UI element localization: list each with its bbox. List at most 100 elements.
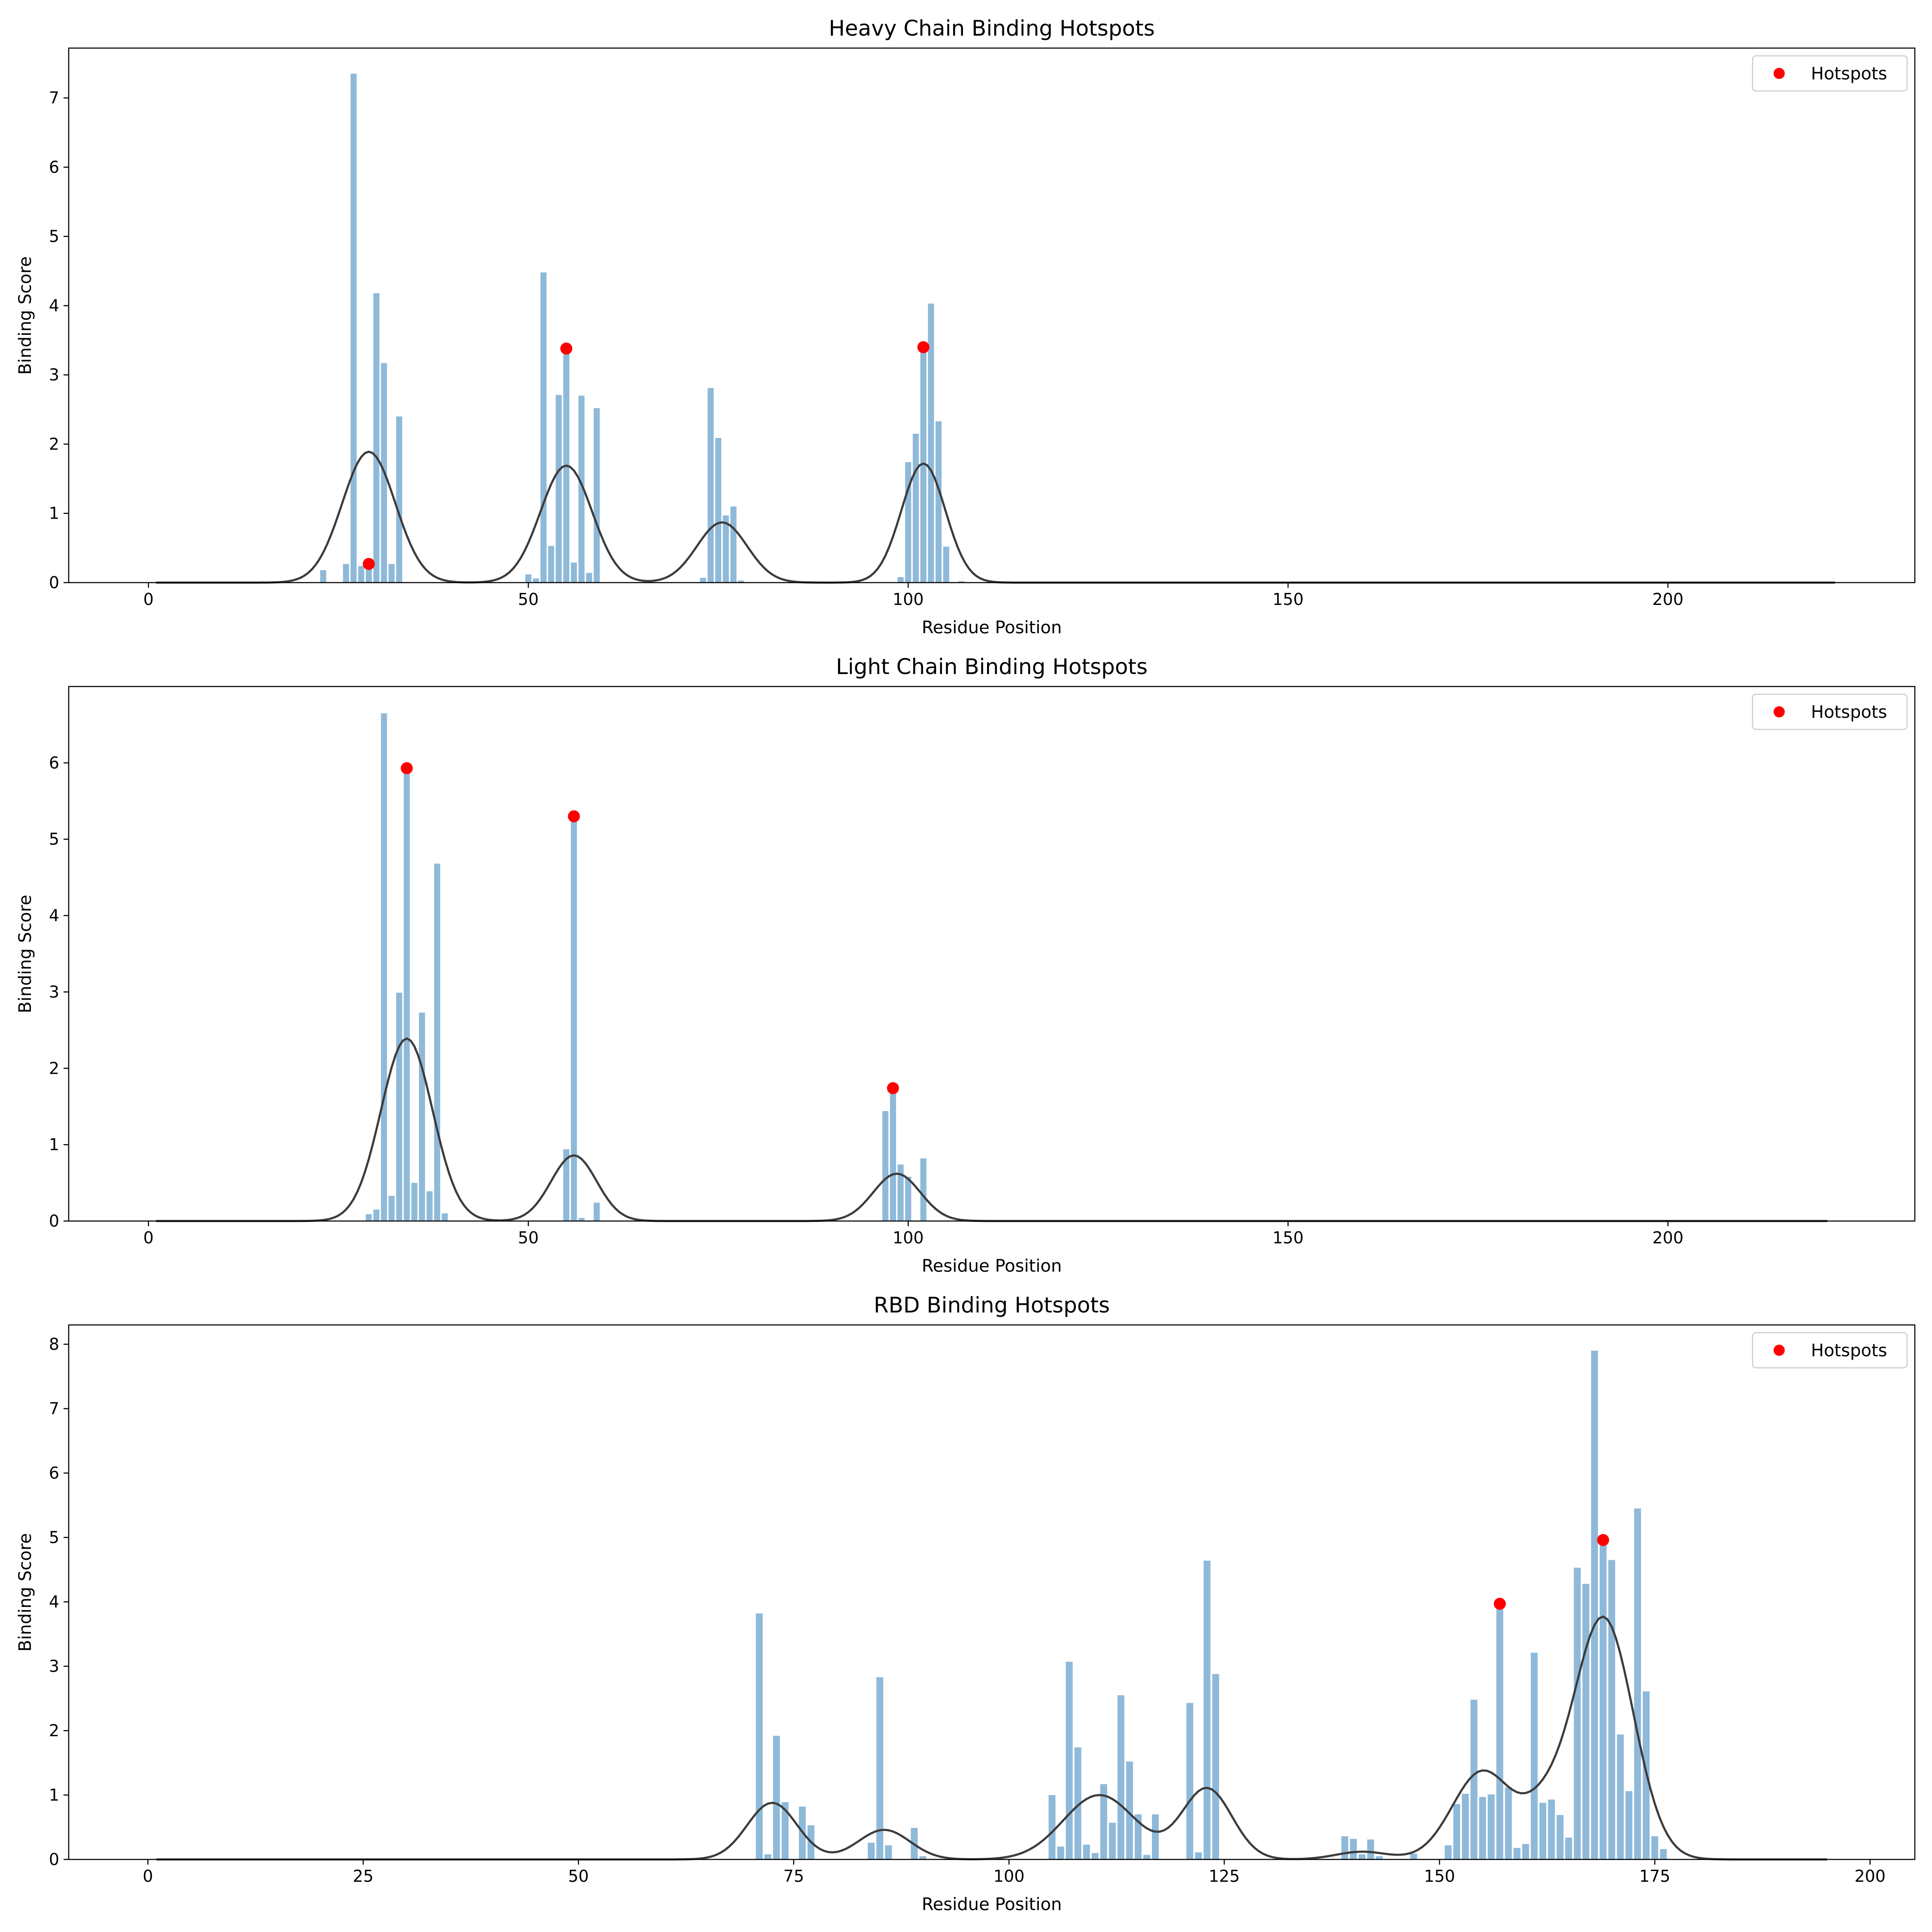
bar-series (320, 73, 965, 583)
bar (533, 578, 539, 583)
x-tick-label: 200 (1653, 590, 1684, 609)
bar (1100, 1784, 1107, 1859)
bar (571, 562, 577, 583)
y-tick-label: 1 (49, 1786, 59, 1804)
bar (882, 1111, 889, 1221)
bar (1152, 1814, 1159, 1859)
y-tick-label: 4 (49, 1592, 59, 1611)
bar (958, 581, 965, 583)
hotspot-series (1494, 1534, 1609, 1610)
y-tick-label: 6 (49, 1464, 59, 1482)
bar (388, 564, 395, 583)
panel-title: Heavy Chain Binding Hotspots (829, 16, 1154, 41)
x-tick-label: 100 (893, 590, 924, 609)
bar (1376, 1856, 1383, 1859)
bar (593, 408, 600, 583)
legend: Hotspots (1752, 1332, 1908, 1369)
hotspot-point (401, 762, 413, 775)
bar (373, 293, 380, 583)
bar (586, 573, 592, 583)
hotspot-series (401, 762, 899, 1094)
x-tick-label: 75 (784, 1867, 804, 1886)
y-tick-label: 2 (49, 1059, 59, 1078)
x-axis-label: Residue Position (922, 618, 1062, 638)
y-tick-label: 1 (49, 504, 59, 523)
y-tick-label: 5 (49, 830, 59, 849)
x-tick-label: 100 (893, 1228, 924, 1247)
legend-marker (1774, 1345, 1785, 1356)
bar (350, 73, 357, 583)
y-tick-label: 3 (49, 1657, 59, 1676)
bar (525, 574, 532, 583)
y-axis-label: Binding Score (15, 256, 35, 375)
y-tick-label: 2 (49, 434, 59, 453)
bar (358, 566, 365, 583)
bar (1565, 1838, 1572, 1859)
panel-title: RBD Binding Hotspots (874, 1293, 1110, 1318)
x-tick-label: 0 (143, 1867, 153, 1886)
bar (781, 1802, 789, 1859)
y-tick-label: 2 (49, 1721, 59, 1740)
y-tick-label: 7 (49, 88, 59, 107)
x-tick-label: 150 (1273, 590, 1304, 609)
bar (578, 395, 585, 583)
hotspot-point (362, 558, 375, 570)
bar (578, 1218, 585, 1221)
bar (764, 1854, 772, 1859)
bar (1556, 1815, 1564, 1859)
bar (1057, 1847, 1064, 1859)
x-tick-label: 125 (1209, 1867, 1240, 1886)
y-tick-label: 6 (49, 158, 59, 176)
bar (1634, 1508, 1641, 1859)
bar (365, 1214, 372, 1221)
density-curve (156, 450, 1835, 584)
x-tick-label: 150 (1273, 1228, 1304, 1247)
x-axis-label: Residue Position (922, 1256, 1062, 1276)
legend: Hotspots (1752, 55, 1908, 92)
y-axis-label: Binding Score (15, 1533, 35, 1652)
bar (876, 1677, 884, 1859)
y-tick-label: 3 (49, 365, 59, 384)
legend-box (1752, 1332, 1908, 1369)
y-tick-label: 7 (49, 1399, 59, 1418)
bar (708, 388, 714, 583)
x-tick-label: 100 (993, 1867, 1025, 1886)
bar (897, 1164, 904, 1221)
bar (730, 506, 737, 583)
plot-frame (68, 1324, 1916, 1860)
x-tick-label: 50 (568, 1867, 589, 1886)
bar (890, 1088, 896, 1221)
bar (1083, 1844, 1090, 1859)
bar (571, 816, 577, 1221)
bar (320, 570, 326, 583)
bar (419, 1012, 425, 1221)
x-tick-label: 0 (143, 590, 154, 609)
bar (1608, 1560, 1616, 1859)
x-tick-label: 0 (143, 1228, 154, 1247)
bar (426, 1191, 433, 1221)
bar (1462, 1794, 1469, 1859)
bar (1651, 1836, 1659, 1859)
y-tick-label: 1 (49, 1135, 59, 1154)
x-axis: 0 50 100 150 200 (143, 1221, 1683, 1247)
bar (1617, 1735, 1624, 1859)
legend-marker (1774, 706, 1785, 717)
y-tick-label: 3 (49, 982, 59, 1001)
bar (373, 1209, 380, 1221)
x-tick-label: 200 (1854, 1867, 1886, 1886)
y-tick-label: 0 (49, 1850, 59, 1869)
bar (388, 1196, 395, 1221)
bar (1091, 1853, 1099, 1859)
bar (919, 1856, 927, 1859)
bar (1488, 1794, 1495, 1859)
x-tick-label: 25 (353, 1867, 374, 1886)
y-tick-label: 5 (49, 227, 59, 246)
bar (396, 993, 402, 1221)
bar (1134, 1814, 1142, 1859)
x-tick-label: 150 (1424, 1867, 1455, 1886)
bar (1453, 1804, 1461, 1859)
y-axis: 0 1 2 3 4 5 6 7 8 (49, 1335, 69, 1869)
bar (1350, 1839, 1357, 1859)
y-tick-label: 6 (49, 753, 59, 772)
